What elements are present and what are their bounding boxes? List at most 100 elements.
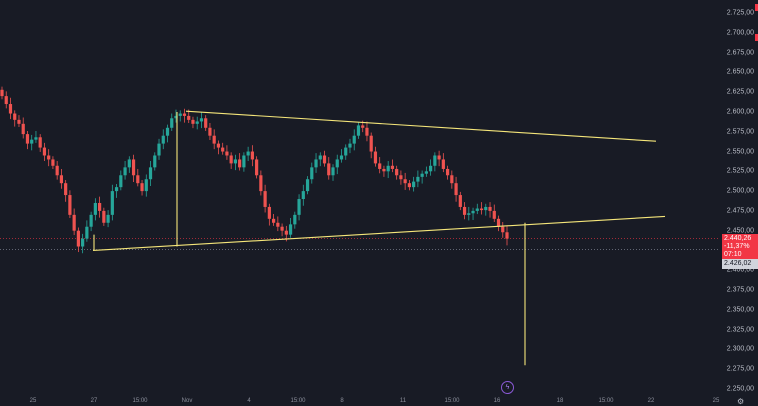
candle-body	[199, 118, 204, 122]
candle-body	[21, 123, 25, 135]
candle-body	[484, 206, 488, 211]
candle-body	[403, 179, 407, 184]
candle-body	[178, 113, 182, 116]
candle-body	[30, 139, 34, 144]
price-chart[interactable]	[0, 0, 720, 398]
candle-body	[170, 118, 174, 128]
candle-body	[314, 159, 318, 168]
time-axis[interactable]: 25 27 15:00 Nov 4 15:00 8 11 15:00 16 18 15:00 22 25	[0, 398, 720, 406]
secondary-price-tag: 2.426,02	[722, 259, 758, 269]
candle-body	[390, 165, 395, 169]
candle-body	[395, 168, 399, 176]
candle-body	[361, 125, 365, 128]
candle-body	[191, 119, 195, 124]
candle-body	[114, 187, 119, 192]
candle-body	[208, 127, 212, 136]
candle-body	[454, 183, 458, 196]
last-price-value: 2.440,26	[724, 235, 752, 242]
candle-body	[280, 226, 284, 231]
x-tick-label: 18	[556, 398, 564, 404]
candle-body	[382, 168, 386, 172]
candle-body	[327, 163, 331, 176]
candle-body	[76, 230, 80, 247]
candle-body	[165, 127, 170, 136]
candle-body	[212, 135, 216, 144]
candle-body	[55, 165, 59, 176]
candle-body	[0, 89, 4, 97]
candle-body	[140, 183, 144, 192]
candle-body	[365, 127, 369, 136]
candle-body	[407, 183, 411, 188]
price-axis[interactable]: 2.250,00 2.275,00 2.300,00 2.325,00 2.350,00…	[720, 0, 758, 406]
y-tick-label: 2.575,00	[726, 128, 754, 136]
candle-body	[305, 179, 310, 192]
candle-body	[399, 175, 403, 180]
candle-body	[81, 238, 85, 247]
candle-body	[17, 119, 21, 124]
candle-body	[339, 155, 344, 160]
candle-body	[42, 147, 47, 156]
candle-body	[47, 155, 51, 160]
candle-body	[271, 218, 276, 223]
candle-body	[496, 218, 501, 227]
candle-body	[259, 175, 263, 192]
candle-body	[102, 210, 106, 223]
candle-body	[136, 175, 140, 184]
candle-body	[246, 151, 250, 156]
x-tick-label: 22	[647, 398, 655, 404]
y-tick-label: 2.675,00	[726, 49, 754, 57]
candle-body	[242, 155, 246, 168]
candle-body	[238, 159, 242, 168]
candle-body	[34, 137, 38, 140]
y-tick-label: 2.375,00	[726, 286, 754, 294]
candle-body	[144, 179, 148, 192]
y-tick-label: 2.700,00	[726, 29, 754, 37]
candle-body	[233, 159, 238, 164]
x-tick-label: 27	[90, 398, 98, 404]
candle-body	[131, 159, 136, 176]
candle-body	[352, 135, 356, 144]
candle-body	[110, 191, 114, 215]
candle-body	[93, 202, 97, 215]
candle-body	[297, 199, 301, 215]
candle-body	[123, 167, 127, 176]
candle-body	[98, 202, 102, 211]
candle-body	[288, 224, 293, 235]
settings-gear-icon[interactable]: ⚙	[737, 397, 745, 406]
last-price-change: -11,37%	[724, 243, 750, 250]
candle-body	[416, 176, 420, 182]
candle-body	[458, 195, 462, 207]
lightning-icon[interactable]: ϟ	[501, 381, 514, 394]
candle-body	[310, 167, 314, 180]
candle-body	[51, 159, 55, 166]
x-tick-label: 4	[247, 398, 251, 404]
candle-body	[38, 137, 42, 148]
candle-body	[331, 167, 335, 176]
candle-body	[187, 115, 191, 120]
x-tick-label: 25	[712, 398, 720, 404]
last-price-tag: 2.440,26 -11,37% 07:10	[722, 234, 758, 260]
y-tick-label: 2.350,00	[726, 306, 754, 314]
candle-body	[89, 214, 93, 227]
candle-body	[182, 113, 187, 116]
y-tick-label: 2.450,00	[726, 227, 754, 235]
candle-body	[250, 151, 254, 160]
x-tick-label: 15:00	[132, 398, 148, 404]
x-tick-label: 8	[340, 398, 344, 404]
candle-body	[420, 173, 424, 177]
candle-body	[127, 159, 131, 168]
candle-body	[369, 135, 373, 152]
y-tick-label: 2.650,00	[726, 68, 754, 76]
candle-body	[85, 226, 89, 239]
candle-body	[471, 210, 475, 214]
candle-body	[475, 208, 479, 211]
candle-body	[335, 159, 339, 168]
candle-body	[284, 230, 288, 235]
candle-body	[263, 191, 267, 207]
candle-body	[72, 214, 76, 231]
x-tick-label: 16	[493, 398, 501, 404]
candle-body	[501, 226, 505, 233]
candle-body	[267, 206, 271, 219]
candle-body	[445, 168, 450, 176]
